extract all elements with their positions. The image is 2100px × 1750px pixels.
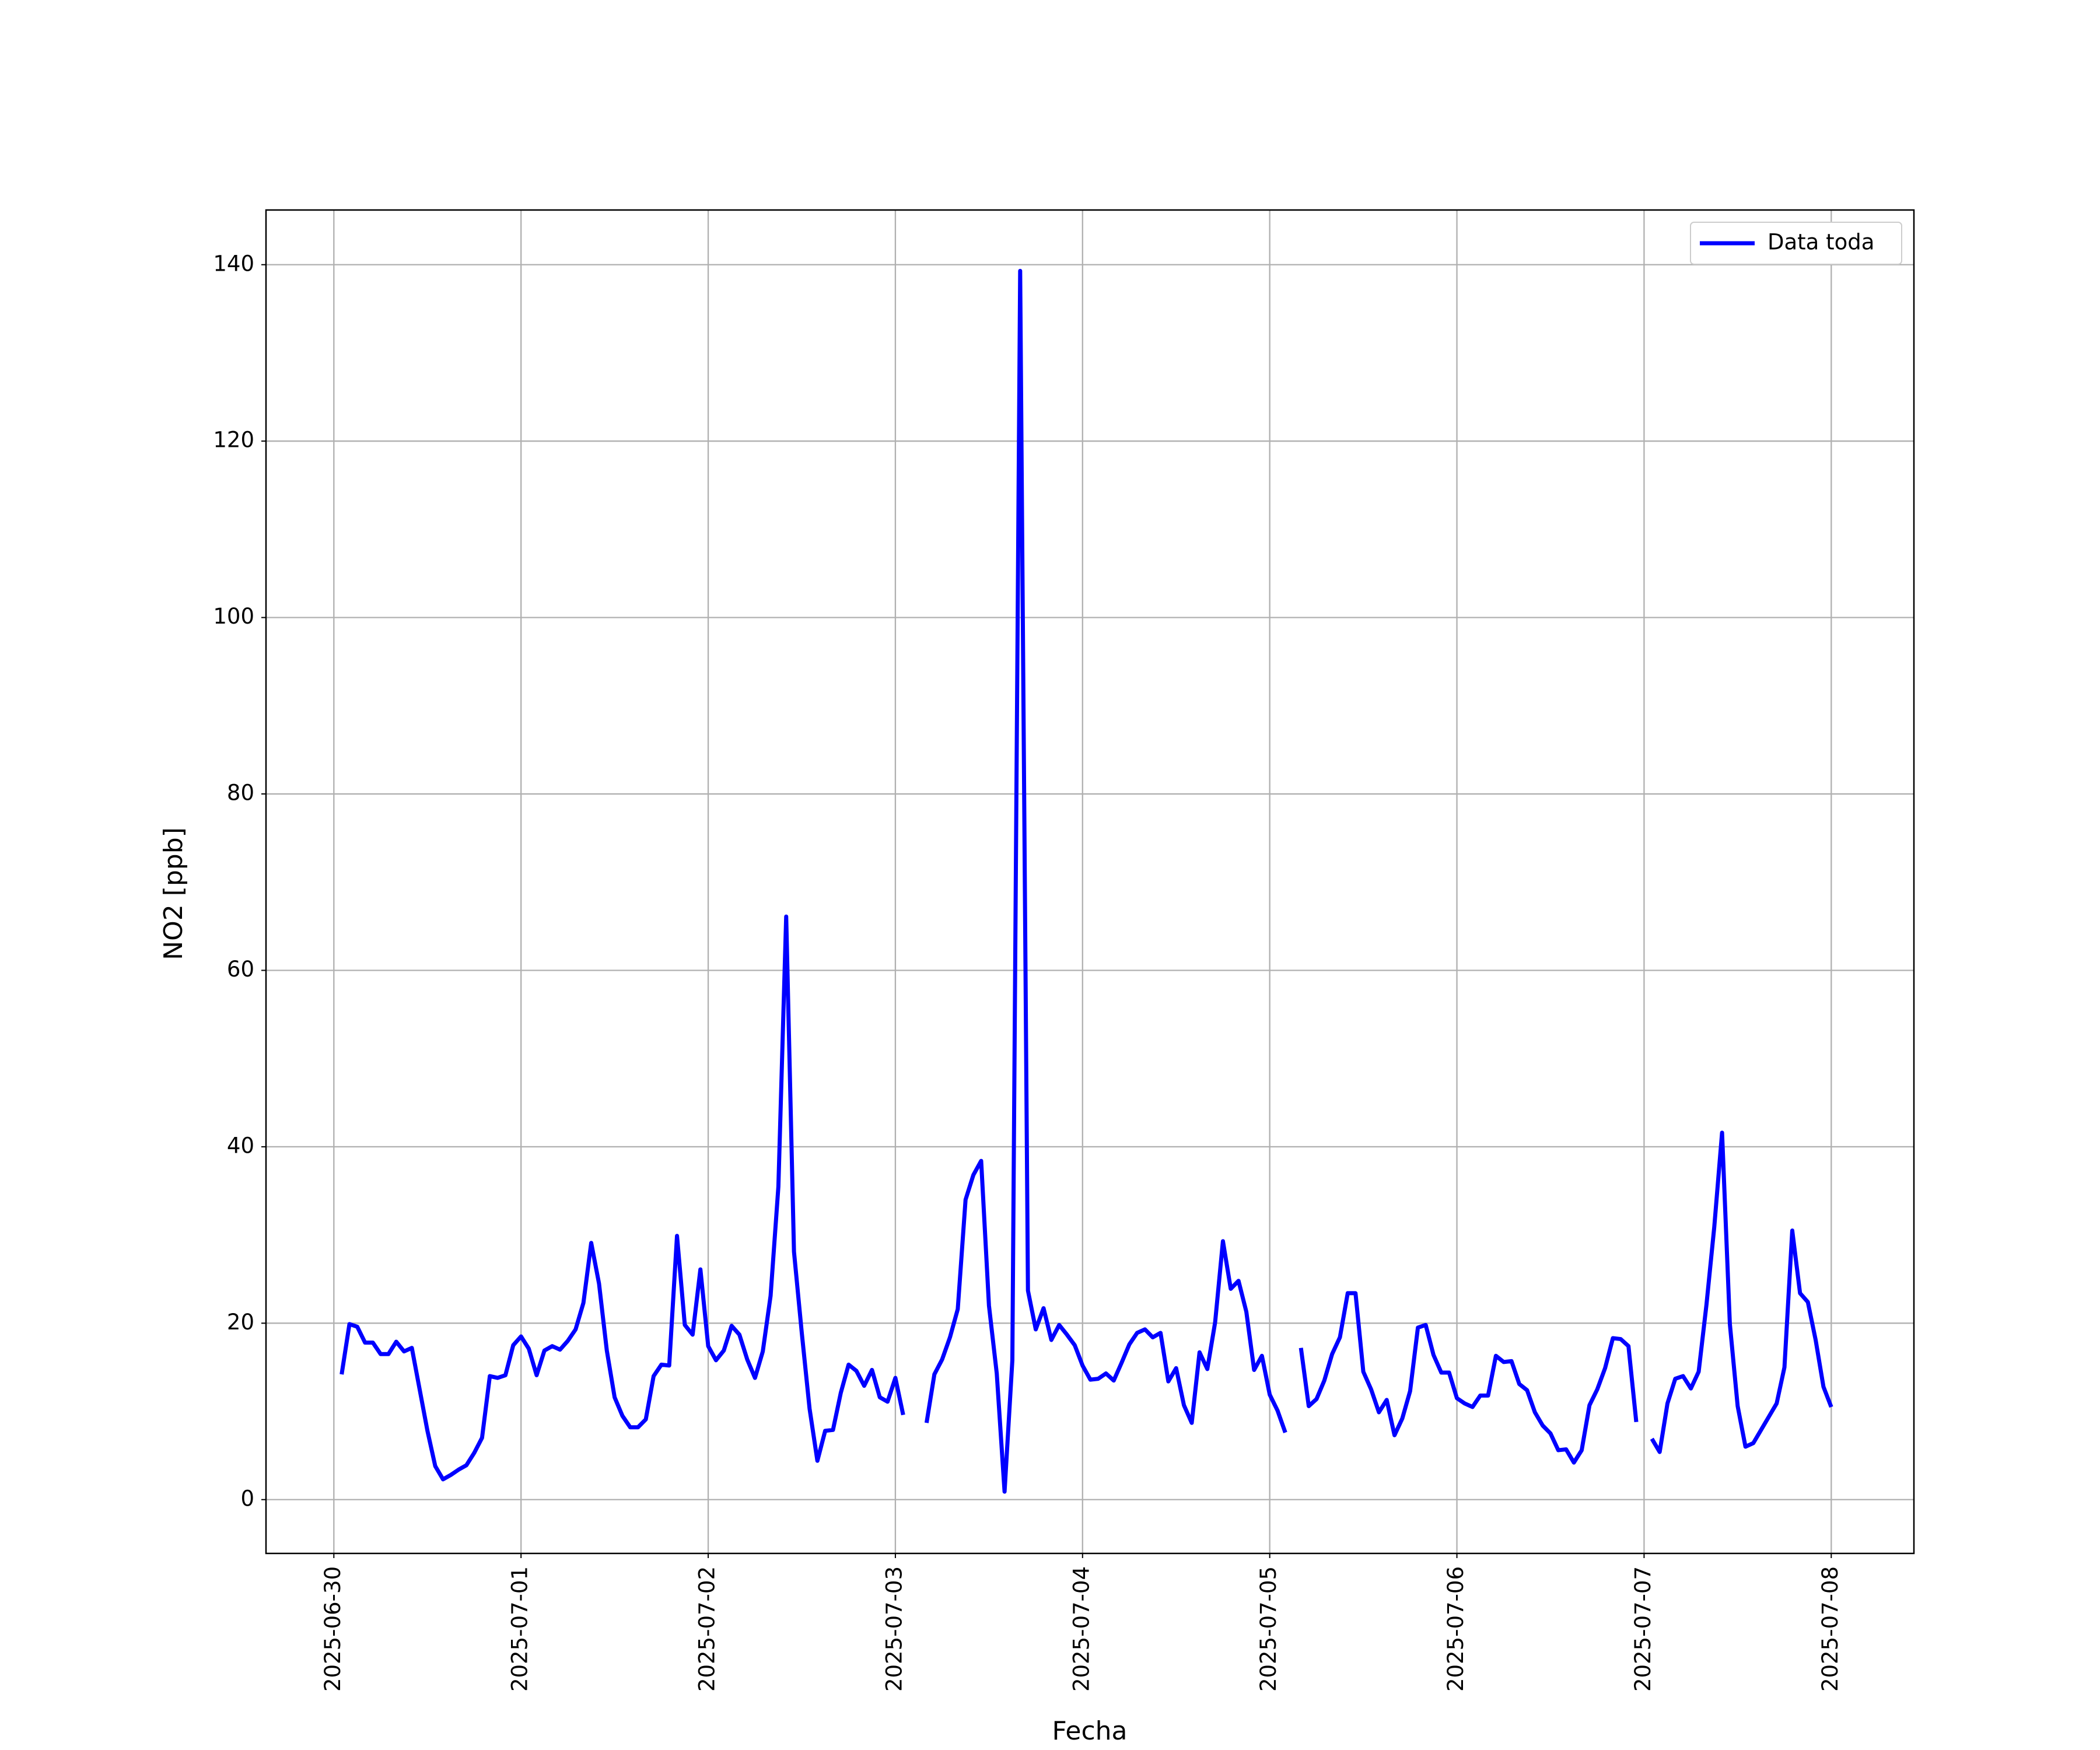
y-axis-label: NO2 [ppb]	[159, 827, 188, 960]
legend-box	[1690, 222, 1902, 265]
x-tick-label: 2025-07-07	[1630, 1566, 1656, 1692]
y-tick-label: 140	[213, 251, 254, 276]
x-tick-label: 2025-07-05	[1256, 1566, 1281, 1692]
y-tick-label: 40	[227, 1133, 254, 1158]
x-tick-label: 2025-07-03	[881, 1566, 907, 1692]
x-tick-label: 2025-07-02	[695, 1566, 720, 1692]
legend-label: Data toda	[1768, 230, 1874, 255]
y-tick-label: 0	[240, 1486, 254, 1511]
x-tick-label: 2025-07-04	[1069, 1566, 1094, 1692]
y-tick-label: 60	[227, 957, 254, 982]
y-tick-label: 120	[213, 428, 254, 453]
x-tick-label: 2025-07-06	[1443, 1566, 1468, 1692]
x-axis-label: Fecha	[1052, 1716, 1127, 1746]
y-tick-label: 100	[213, 604, 254, 629]
x-tick-label: 2025-06-30	[320, 1566, 345, 1692]
y-tick-label: 20	[227, 1310, 254, 1335]
x-tick-label: 2025-07-01	[508, 1566, 533, 1692]
data-line	[340, 268, 1833, 1494]
plot-frame	[265, 209, 1915, 1555]
y-tick-label: 80	[227, 780, 254, 806]
x-tick-label: 2025-07-08	[1818, 1566, 1843, 1692]
